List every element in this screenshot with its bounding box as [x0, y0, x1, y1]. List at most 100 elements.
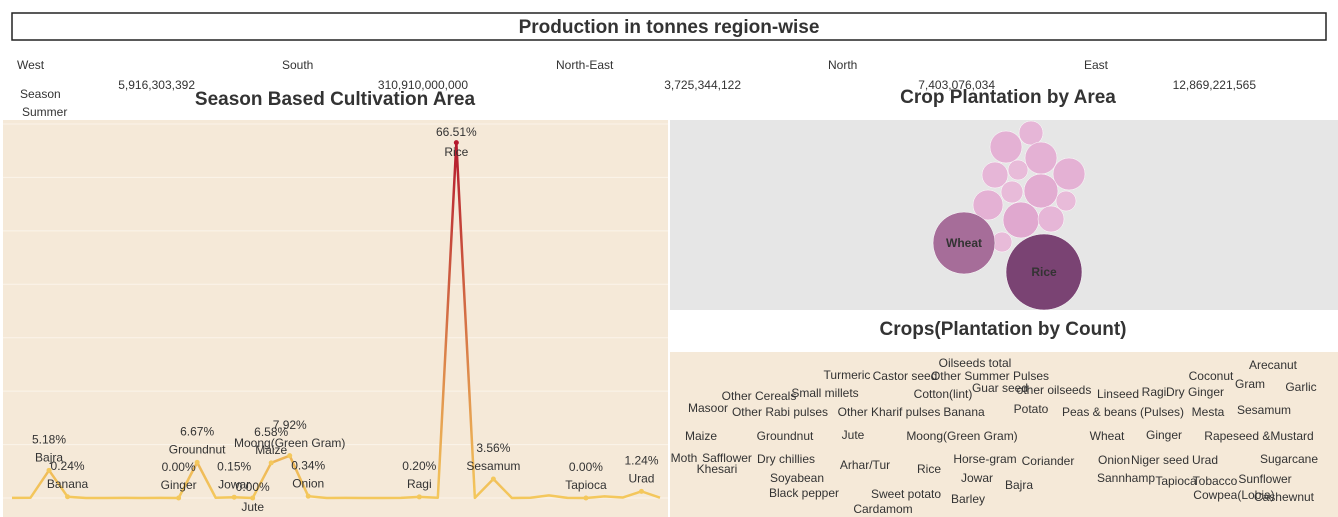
- word: Maize: [685, 429, 717, 443]
- title-box: [11, 12, 1327, 41]
- word: Other Cereals: [722, 389, 797, 403]
- word: Jowar: [961, 471, 993, 485]
- word: Urad: [1192, 453, 1218, 467]
- word: Linseed: [1097, 387, 1139, 401]
- data-label: 6.67%: [180, 425, 214, 439]
- region-name: East: [1084, 58, 1109, 72]
- filter-label: Season: [20, 87, 61, 101]
- word: Tobacco: [1193, 474, 1238, 488]
- category-label: Jowar: [218, 477, 250, 491]
- bubble: [1000, 180, 1024, 204]
- point: [305, 493, 311, 499]
- bubble: [932, 211, 996, 275]
- word: Arecanut: [1249, 358, 1298, 372]
- point: [46, 467, 52, 473]
- word: Small millets: [791, 386, 858, 400]
- word: Safflower: [702, 451, 752, 465]
- word: Jute: [842, 428, 865, 442]
- word: Moth: [671, 451, 698, 465]
- word: Masoor: [688, 401, 728, 415]
- line-plot-area: [3, 120, 668, 517]
- word: Banana: [943, 405, 985, 419]
- point: [416, 494, 422, 500]
- data-label: 66.51%: [436, 125, 477, 139]
- data-label: 7.92%: [273, 418, 307, 432]
- bubble: [972, 189, 1004, 221]
- bubble: [1018, 120, 1044, 146]
- bubble: [1005, 233, 1083, 311]
- word: Sweet potato: [871, 487, 941, 501]
- point: [490, 476, 496, 482]
- data-label: 0.34%: [291, 458, 325, 472]
- word: Peas & beans (Pulses): [1062, 405, 1184, 419]
- point: [176, 495, 182, 501]
- region-name: North: [828, 58, 857, 72]
- word: Cardamom: [853, 502, 912, 516]
- word: Ragi: [1142, 385, 1167, 399]
- region-value: 7,403,076,034: [918, 78, 995, 92]
- category-label: Jute: [241, 500, 264, 514]
- word: Groundnut: [757, 429, 814, 443]
- data-label: 1.24%: [624, 454, 658, 468]
- word: Arhar/Tur: [840, 458, 890, 472]
- word: Turmeric: [824, 368, 871, 382]
- word: Khesari: [697, 462, 738, 476]
- point: [287, 453, 293, 459]
- word: Mesta: [1192, 405, 1225, 419]
- word: Ginger: [1146, 428, 1182, 442]
- category-label: Sesamum: [466, 459, 520, 473]
- word: Other Kharif pulses: [838, 405, 941, 419]
- data-label: 0.00%: [162, 460, 196, 474]
- category-label: Bajra: [35, 450, 63, 464]
- region-name: North-East: [556, 58, 614, 72]
- chart-title: Crops(Plantation by Count): [880, 319, 1127, 340]
- word: other oilseeds: [1017, 383, 1092, 397]
- word: Sannhamp: [1097, 471, 1155, 485]
- word: Oilseeds total: [939, 356, 1012, 370]
- region-value: 3,725,344,122: [664, 78, 741, 92]
- region-value: 310,910,000,000: [378, 78, 468, 92]
- bubble: [1007, 159, 1029, 181]
- category-label: Onion: [292, 476, 324, 490]
- category-label: Rice: [444, 145, 468, 159]
- bubble: [1002, 201, 1040, 239]
- chart-title: Crop Plantation by Area: [900, 87, 1116, 108]
- word: Rice: [917, 462, 941, 476]
- data-label: 0.00%: [569, 460, 603, 474]
- word: Onion: [1098, 453, 1130, 467]
- word: Black pepper: [769, 486, 839, 500]
- word: Guar seed: [972, 381, 1028, 395]
- point: [453, 140, 459, 146]
- word: Cowpea(Lobia): [1193, 488, 1274, 502]
- word: Niger seed: [1131, 453, 1189, 467]
- point: [268, 460, 274, 466]
- region-value: 12,869,221,565: [1173, 78, 1257, 92]
- word: Sesamum: [1237, 403, 1291, 417]
- word: Castor seed: [873, 369, 938, 383]
- chart-title: Season Based Cultivation Area: [195, 89, 476, 110]
- word: Barley: [951, 492, 985, 506]
- word: Garlic: [1285, 380, 1316, 394]
- word: Tapioca: [1155, 474, 1197, 488]
- data-label: 0.24%: [51, 459, 85, 473]
- bubble: [1023, 173, 1059, 209]
- point: [65, 494, 71, 500]
- category-label: Tapioca: [565, 478, 607, 492]
- point: [231, 494, 237, 500]
- region-name: South: [282, 58, 313, 72]
- data-label: 3.56%: [476, 441, 510, 455]
- region-name: West: [17, 58, 45, 72]
- wordcloud-area: [670, 352, 1338, 517]
- word: Gram: [1235, 377, 1265, 391]
- word: Soyabean: [770, 471, 824, 485]
- word: Cotton(lint): [914, 387, 973, 401]
- bubble: [1055, 190, 1077, 212]
- word: Sunflower: [1238, 472, 1291, 486]
- data-label: 0.00%: [236, 480, 270, 494]
- bubble: [1037, 205, 1065, 233]
- word: Potato: [1014, 402, 1049, 416]
- word: Dry chillies: [757, 452, 815, 466]
- data-label: 6.58%: [254, 425, 288, 439]
